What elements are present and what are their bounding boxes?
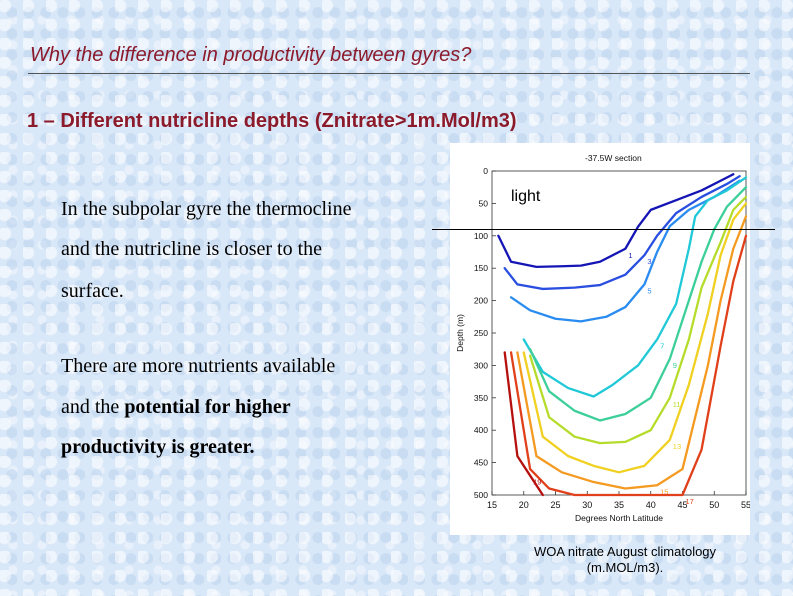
nitrate-section-figure: -37.5W section 15 20 25 30 35 40 45 50 55 0 50 100 15…	[450, 143, 751, 535]
x-tick-label: 15	[487, 500, 497, 510]
body-text-line-3: surface.	[61, 280, 124, 302]
y-axis-label: Depth (m)	[455, 314, 465, 352]
body-text-line-6: productivity is greater.	[61, 436, 255, 458]
contour-line-7	[522, 176, 748, 398]
x-tick-label: 35	[614, 500, 624, 510]
body-text-line-5-bold: potential for higher	[124, 396, 291, 418]
y-tick-label: 50	[479, 198, 489, 208]
y-tick-label: 400	[474, 425, 488, 435]
contour-line-1	[497, 173, 735, 269]
caption-line-1: WOA nitrate August climatology	[533, 544, 717, 559]
x-tick-label: 20	[519, 500, 529, 510]
x-tick-label: 40	[646, 500, 656, 510]
y-tick-label: 100	[474, 231, 488, 241]
plot-frame	[491, 170, 747, 496]
light-label: light	[511, 188, 541, 205]
contour-label-3: 3	[647, 257, 651, 266]
contour-label-13: 13	[673, 442, 681, 451]
contour-line-5	[509, 179, 741, 323]
light-depth-line	[432, 229, 775, 230]
contour-label-11: 11	[673, 400, 681, 409]
contour-label-19: 19	[533, 478, 541, 487]
body-text-line-5-plain: and the	[61, 396, 125, 418]
contour-line-19	[503, 351, 544, 497]
caption-line-2: (m.MOL/m3).	[586, 560, 664, 575]
slide-title: Why the difference in productivity betwe…	[30, 44, 472, 66]
figure-caption: WOA nitrate August climatology (m.MOL/m3…	[500, 544, 750, 576]
y-tick-label: 500	[474, 490, 488, 500]
contour-label-5: 5	[647, 286, 651, 295]
slide-subtitle: 1 – Different nutricline depths (Znitrat…	[27, 110, 517, 132]
contour-line-13	[522, 202, 748, 474]
contour-line-3	[503, 175, 741, 291]
x-tick-label: 50	[709, 500, 719, 510]
contour-line-11	[528, 195, 748, 445]
body-text-line-5: and the potential for higher	[61, 396, 291, 419]
contour-line-9	[528, 186, 748, 422]
x-tick-label: 30	[582, 500, 592, 510]
y-tick-label: 0	[483, 166, 488, 176]
contour-label-9: 9	[673, 361, 677, 370]
contour-line-17	[509, 234, 748, 497]
x-tick-label: 45	[677, 500, 687, 510]
y-tick-label: 450	[474, 458, 488, 468]
y-tick-label: 200	[474, 296, 488, 306]
contour-label-15: 15	[660, 487, 668, 496]
x-axis-label: Degrees North Latitude	[575, 513, 663, 523]
body-text-line-2: and the nutricline is closer to the	[61, 238, 323, 260]
title-underline	[28, 73, 750, 74]
contour-line-15	[516, 215, 748, 490]
y-tick-label: 300	[474, 360, 488, 370]
y-tick-label: 250	[474, 328, 488, 338]
y-tick-label: 150	[474, 263, 488, 273]
y-tick-label: 350	[474, 393, 488, 403]
chart-title: -37.5W section	[585, 153, 642, 163]
body-text-line-4: There are more nutrients available	[61, 355, 336, 377]
x-tick-label: 55	[741, 500, 750, 510]
contour-label-7: 7	[660, 341, 664, 350]
contour-label-1: 1	[628, 251, 632, 260]
x-tick-label: 25	[550, 500, 560, 510]
body-text-line-1: In the subpolar gyre the thermocline	[61, 198, 352, 220]
contour-label-17: 17	[686, 497, 694, 506]
